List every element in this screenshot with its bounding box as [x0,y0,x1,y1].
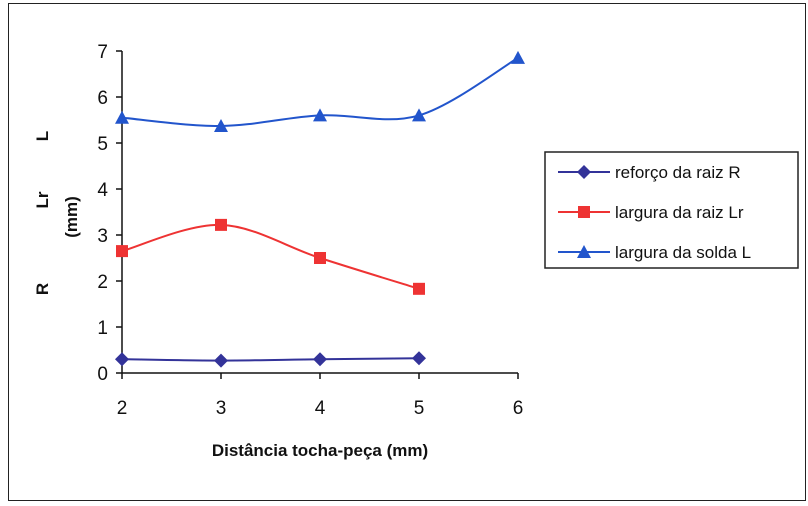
y-tick-labels: 0 1 2 3 4 5 6 7 [97,42,108,385]
legend-label: reforço da raiz R [615,163,741,182]
series-line [121,357,420,362]
x-tick-label: 6 [513,398,524,419]
series-line [121,223,420,290]
data-point [314,252,326,264]
y-axis-label-L: L [33,131,52,141]
y-tick-label: 1 [97,318,108,339]
legend-marker [577,165,591,179]
x-axis-title: Distância tocha-peça (mm) [212,441,428,460]
y-tick-label: 3 [97,226,108,247]
y-tick-label: 6 [97,88,108,109]
y-tick-label: 4 [97,180,108,201]
series-layer [115,50,525,368]
y-tick-label: 2 [97,272,108,293]
data-point [313,108,327,122]
data-point [511,50,525,64]
x-tick-labels: 2 3 4 5 6 [117,398,524,419]
x-tick-label: 4 [315,398,326,419]
data-point [412,351,426,366]
legend-marker [577,245,591,258]
data-point [214,118,228,132]
data-point [115,352,129,367]
y-axis-label-Lr: Lr [33,191,52,208]
legend-label: largura da solda L [615,243,751,262]
data-point [115,110,129,124]
x-tick-label: 3 [216,398,227,419]
legend: reforço da raiz R largura da raiz Lr largu… [544,151,799,269]
y-axis-label-R: R [33,283,52,295]
x-tick-label: 5 [414,398,425,419]
data-point [214,353,228,368]
data-point [313,352,327,367]
y-tick-label: 7 [97,42,108,63]
axes [116,50,519,379]
data-point [215,218,227,231]
y-tick-label: 5 [97,134,108,155]
legend-label: largura da raiz Lr [615,203,744,222]
y-axis-label-unit: (mm) [62,196,81,238]
y-tick-label: 0 [97,364,108,385]
data-point [412,108,426,122]
data-point [116,245,128,258]
data-point [413,282,425,295]
x-tick-label: 2 [117,398,128,419]
legend-marker [578,206,590,218]
